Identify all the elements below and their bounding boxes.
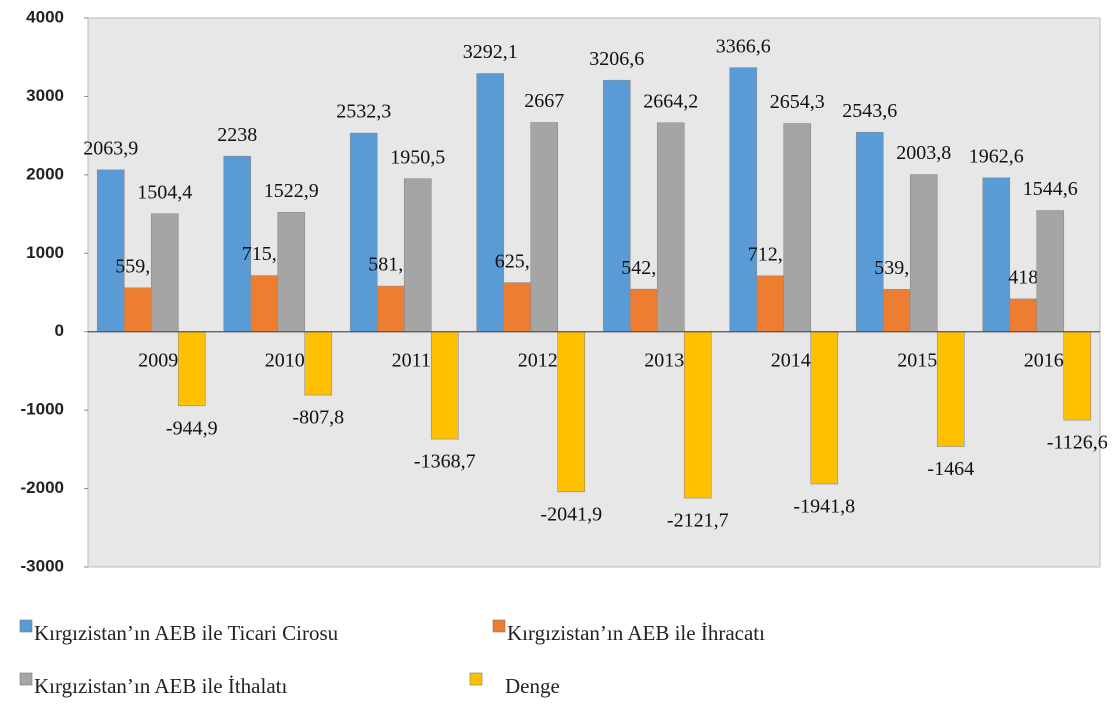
- x-tick-label: 2016: [1024, 349, 1064, 371]
- value-label: -2041,9: [540, 503, 602, 525]
- value-label: 1544,6: [1023, 178, 1078, 200]
- bar: [1009, 298, 1038, 333]
- legend-label: Denge: [505, 674, 560, 698]
- y-tick-label: 2000: [26, 164, 64, 183]
- value-label: 2654,3: [770, 91, 825, 113]
- bar: [810, 331, 839, 485]
- bar: [430, 331, 459, 440]
- value-label: 2238: [217, 124, 257, 146]
- bar: [349, 132, 378, 333]
- value-label: -1126,6: [1047, 432, 1108, 454]
- legend-label: Kırgızistan’ın AEB ile İhracatı: [507, 621, 765, 645]
- bar: [909, 174, 938, 333]
- value-label: 1522,9: [264, 180, 319, 202]
- bar: [503, 282, 532, 333]
- value-label: 581,8: [368, 254, 413, 276]
- x-tick-label: 2015: [897, 349, 937, 371]
- value-label: -944,9: [166, 417, 218, 439]
- value-label: 1504,4: [137, 181, 192, 203]
- value-label: 539,8: [874, 257, 919, 279]
- bar: [150, 213, 179, 333]
- value-label: 3366,6: [716, 35, 771, 57]
- x-tick-label: 2013: [644, 349, 684, 371]
- bar: [683, 331, 712, 499]
- value-label: 712,5: [748, 243, 793, 265]
- bar: [1063, 331, 1092, 421]
- value-label: -807,8: [292, 407, 344, 429]
- value-label: 559,5: [115, 255, 160, 277]
- value-label: 2063,9: [83, 137, 138, 159]
- y-tick-label: -2000: [21, 478, 64, 497]
- legend-swatch: [492, 619, 506, 633]
- value-label: 3292,1: [463, 41, 518, 63]
- y-tick-label: -1000: [21, 400, 64, 419]
- bar: [656, 122, 685, 333]
- bar: [476, 73, 505, 333]
- value-label: -1368,7: [414, 451, 476, 473]
- bar: [882, 289, 911, 333]
- legend-label: Kırgızistan’ın AEB ile Ticari Cirosu: [34, 621, 339, 645]
- y-tick-label: 0: [55, 321, 64, 340]
- bar: [403, 178, 432, 333]
- legend-label: Kırgızistan’ın AEB ile İthalatı: [34, 674, 287, 698]
- bar: [250, 275, 279, 333]
- bar: [557, 331, 586, 493]
- bar: [729, 67, 758, 333]
- x-tick-label: 2010: [265, 349, 305, 371]
- value-label: -2121,7: [667, 510, 729, 532]
- bar: [277, 211, 306, 333]
- bar: [756, 275, 785, 333]
- value-label: -1941,8: [793, 496, 855, 518]
- y-tick-label: 1000: [26, 243, 64, 262]
- bar: [177, 331, 206, 407]
- value-label: 2543,6: [842, 100, 897, 122]
- value-label: 418: [1008, 267, 1038, 289]
- value-label: -1464: [927, 458, 974, 480]
- value-label: 2667: [524, 90, 564, 112]
- bar: [629, 288, 658, 333]
- bar: [223, 155, 252, 333]
- x-tick-label: 2009: [138, 349, 178, 371]
- bar: [982, 177, 1011, 333]
- bar: [602, 79, 631, 333]
- value-label: 2664,2: [643, 90, 698, 112]
- x-tick-label: 2011: [392, 349, 431, 371]
- value-label: 3206,6: [589, 48, 644, 70]
- bar: [1036, 210, 1065, 333]
- value-label: 2532,3: [336, 101, 391, 123]
- x-tick-label: 2012: [518, 349, 558, 371]
- x-tick-label: 2014: [771, 349, 811, 371]
- bar: [304, 331, 333, 396]
- value-label: 2003,8: [896, 142, 951, 164]
- value-label: 1950,5: [390, 146, 445, 168]
- legend-swatch: [19, 619, 33, 633]
- bar: [123, 287, 152, 333]
- bar: [96, 169, 125, 333]
- value-label: 625,1: [495, 250, 540, 272]
- value-label: 715,1: [242, 243, 287, 265]
- legend-swatch: [469, 672, 483, 686]
- bar: [855, 131, 884, 333]
- bar: [936, 331, 965, 447]
- value-label: 542,5: [621, 257, 666, 279]
- legend-swatch: [19, 672, 33, 686]
- y-tick-label: 4000: [26, 7, 64, 26]
- value-label: 1962,6: [969, 145, 1024, 167]
- bar: [783, 123, 812, 333]
- y-tick-label: -3000: [21, 556, 64, 575]
- y-tick-label: 3000: [26, 86, 64, 105]
- bar: [376, 285, 405, 333]
- bar: [530, 122, 559, 333]
